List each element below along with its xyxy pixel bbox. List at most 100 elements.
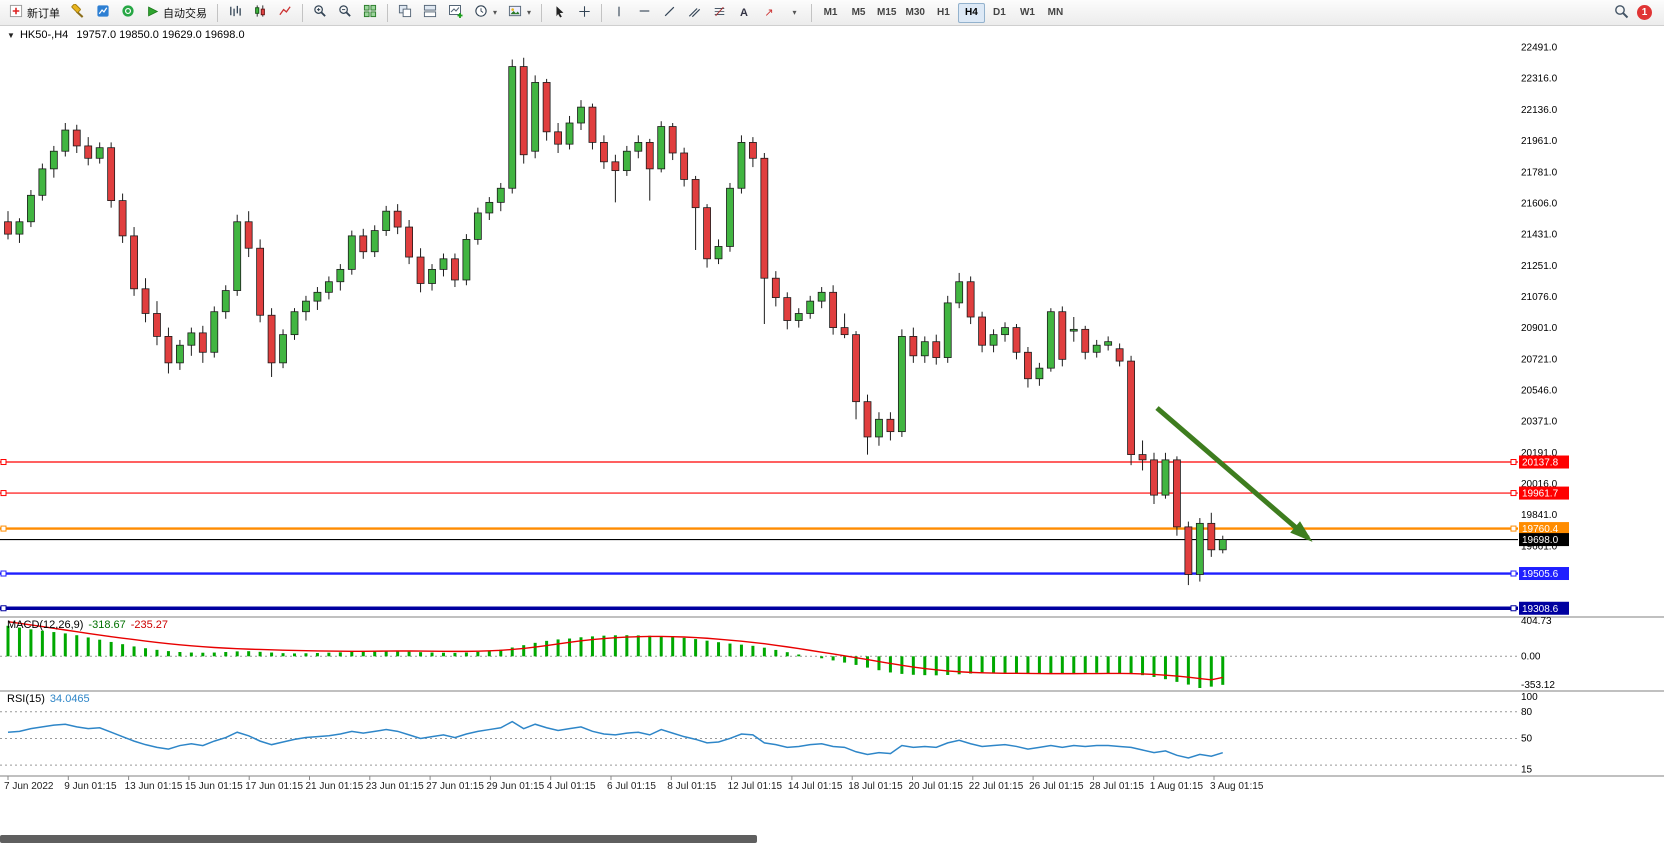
candle-down bbox=[668, 126, 677, 154]
candle-down bbox=[703, 207, 711, 260]
timeframe-m5-button[interactable]: M5 bbox=[845, 3, 872, 23]
candle-up bbox=[622, 150, 631, 172]
tile-windows-button[interactable] bbox=[358, 2, 382, 24]
hline-handle[interactable] bbox=[1510, 570, 1517, 577]
candle-up bbox=[875, 418, 883, 438]
toolbar-separator bbox=[601, 3, 603, 22]
fibonacci-icon bbox=[713, 5, 726, 21]
vertical-line-tool-button[interactable] bbox=[607, 2, 631, 24]
bar-chart-mode-button[interactable] bbox=[223, 2, 247, 24]
trendline-tool-button[interactable] bbox=[657, 2, 681, 24]
candle-down bbox=[691, 179, 700, 209]
svg-text:15: 15 bbox=[1521, 765, 1533, 776]
timeframe-mn-button[interactable]: MN bbox=[1042, 3, 1069, 23]
line-chart-mode-button[interactable] bbox=[273, 2, 297, 24]
hline-handle[interactable] bbox=[1510, 605, 1517, 612]
trend-arrow[interactable] bbox=[1155, 406, 1313, 542]
tile-windows-icon bbox=[363, 4, 377, 21]
hline-handle[interactable] bbox=[0, 490, 7, 497]
tools-button[interactable] bbox=[66, 2, 90, 24]
market-button[interactable] bbox=[91, 2, 115, 24]
svg-text:19961.7: 19961.7 bbox=[1522, 489, 1559, 500]
horizontal-lines[interactable] bbox=[0, 459, 1518, 612]
text-tool-button[interactable]: A bbox=[732, 2, 756, 24]
timeframe-m30-button[interactable]: M30 bbox=[901, 3, 928, 23]
timeframe-w1-button[interactable]: W1 bbox=[1014, 3, 1041, 23]
chart-area: 22491.0 22316.0 22136.0 21961.0 21781.0 21606… bbox=[0, 26, 1664, 845]
hline-handle[interactable] bbox=[0, 459, 7, 466]
zoom-in-button[interactable] bbox=[308, 2, 332, 24]
new-chart-button[interactable] bbox=[443, 2, 468, 24]
macd-axis: 404.73 0.00 -353.12 bbox=[1521, 616, 1555, 691]
candle-down bbox=[141, 288, 150, 314]
svg-text:100: 100 bbox=[1521, 692, 1538, 703]
svg-text:21076.0: 21076.0 bbox=[1521, 292, 1558, 303]
timeframe-h4-button[interactable]: H4 bbox=[957, 2, 985, 23]
hline-price-tag bbox=[1519, 601, 1569, 615]
svg-text:26 Jul 01:15: 26 Jul 01:15 bbox=[1029, 781, 1084, 792]
shapes-tool-button[interactable]: ▾ bbox=[782, 2, 806, 24]
hline-handle[interactable] bbox=[1510, 525, 1517, 532]
timeframe-m15-button[interactable]: M15 bbox=[873, 3, 900, 23]
tile-horizontal-button[interactable] bbox=[418, 2, 442, 24]
svg-text:1 Aug 01:15: 1 Aug 01:15 bbox=[1150, 781, 1204, 792]
candle-down bbox=[966, 281, 975, 318]
candlestick-icon bbox=[253, 4, 267, 21]
candle-down bbox=[600, 142, 608, 163]
candle-up bbox=[955, 281, 964, 304]
candle-down bbox=[393, 210, 402, 228]
hline-handle[interactable] bbox=[0, 570, 7, 577]
svg-text:20546.0: 20546.0 bbox=[1521, 386, 1558, 397]
notification-badge[interactable]: 1 bbox=[1637, 5, 1652, 20]
channel-icon bbox=[688, 5, 701, 21]
svg-text:12 Jul 01:15: 12 Jul 01:15 bbox=[728, 781, 783, 792]
candle-up bbox=[221, 290, 230, 313]
search-button[interactable] bbox=[1609, 2, 1634, 24]
timeframe-h1-button[interactable]: H1 bbox=[930, 3, 957, 23]
hline-price-tag bbox=[1519, 567, 1569, 581]
hline-handle[interactable] bbox=[1510, 459, 1517, 466]
candle-up bbox=[1218, 539, 1227, 551]
arrows-tool-button[interactable]: ↗ bbox=[757, 2, 781, 24]
template-button[interactable]: ▾ bbox=[503, 2, 536, 24]
candle-down bbox=[164, 336, 173, 364]
crosshair-tool-button[interactable] bbox=[572, 2, 596, 24]
toolbar-separator bbox=[217, 3, 218, 22]
period-button[interactable]: ▾ bbox=[469, 2, 502, 24]
price-axis: 22491.0 22316.0 22136.0 21961.0 21781.0 21606… bbox=[1521, 42, 1558, 552]
hline-handle[interactable] bbox=[1510, 490, 1517, 497]
cascade-windows-button[interactable] bbox=[393, 2, 417, 24]
svg-text:23 Jun 01:15: 23 Jun 01:15 bbox=[366, 781, 424, 792]
candle-up bbox=[1046, 311, 1055, 369]
candle-up bbox=[313, 291, 322, 302]
template-icon bbox=[508, 4, 522, 21]
hline-handle[interactable] bbox=[0, 605, 7, 612]
new-order-button[interactable]: 新订单 bbox=[4, 2, 65, 24]
horizontal-line-tool-button[interactable] bbox=[632, 2, 656, 24]
candle-down bbox=[749, 142, 757, 159]
horizontal-scrollbar[interactable] bbox=[0, 835, 757, 843]
candle-up bbox=[302, 300, 310, 313]
svg-text:19698.0: 19698.0 bbox=[1522, 535, 1559, 546]
new-order-label: 新订单 bbox=[27, 7, 60, 20]
candle-down bbox=[771, 277, 780, 299]
hline-handle[interactable] bbox=[0, 525, 7, 532]
toolbar-separator bbox=[387, 3, 388, 22]
channel-tool-button[interactable] bbox=[682, 2, 706, 24]
toolbar-separator bbox=[541, 3, 543, 22]
candle-down bbox=[542, 82, 551, 133]
fibonacci-tool-button[interactable] bbox=[707, 2, 731, 24]
timeframe-m1-button[interactable]: M1 bbox=[817, 3, 844, 23]
candle-down bbox=[863, 401, 872, 438]
svg-text:22491.0: 22491.0 bbox=[1521, 42, 1558, 53]
candle-down bbox=[118, 200, 127, 237]
chart-canvas[interactable]: 22491.0 22316.0 22136.0 21961.0 21781.0 21606… bbox=[0, 26, 1664, 845]
candlestick-mode-button[interactable] bbox=[248, 2, 272, 24]
timeframe-d1-button[interactable]: D1 bbox=[986, 3, 1013, 23]
cursor-tool-button[interactable] bbox=[547, 2, 571, 24]
zoom-out-button[interactable] bbox=[333, 2, 357, 24]
auto-trading-button[interactable]: 自动交易 bbox=[141, 2, 212, 24]
community-button[interactable] bbox=[116, 2, 140, 24]
candles bbox=[4, 57, 1227, 586]
candle-up bbox=[714, 246, 723, 260]
